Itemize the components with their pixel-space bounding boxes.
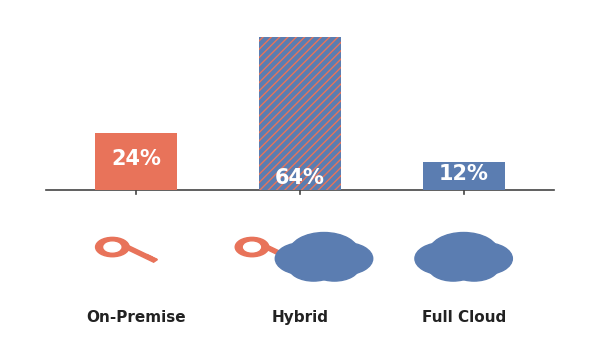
Text: 64%: 64% <box>275 168 325 188</box>
Bar <box>95 133 177 190</box>
Text: 24%: 24% <box>112 149 161 169</box>
Bar <box>259 37 341 190</box>
Text: Full Cloud: Full Cloud <box>422 310 506 325</box>
Bar <box>423 162 505 190</box>
Text: Hybrid: Hybrid <box>271 310 329 325</box>
Text: On-Premise: On-Premise <box>86 310 186 325</box>
Text: 12%: 12% <box>439 164 488 184</box>
